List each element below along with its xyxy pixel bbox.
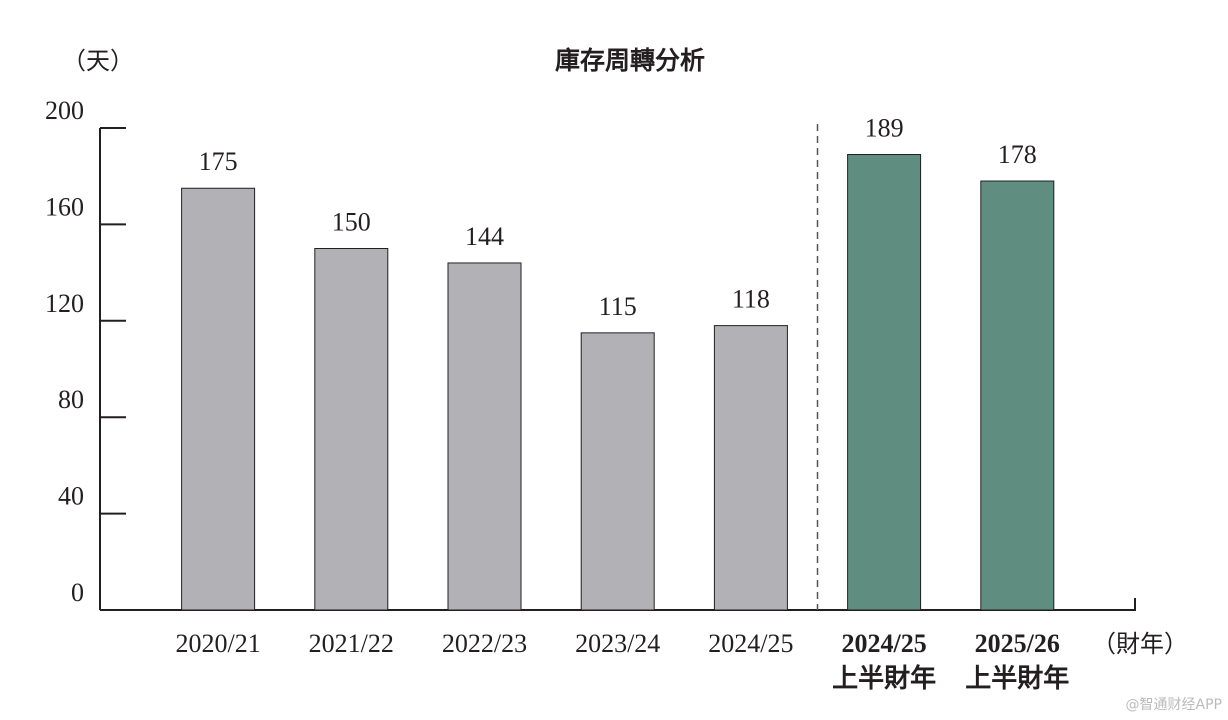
y-axis-label: （天） bbox=[62, 47, 134, 75]
watermark: @智通财经APP bbox=[1126, 697, 1222, 713]
value-label: 118 bbox=[732, 285, 770, 314]
y-tick-label: 0 bbox=[71, 578, 84, 607]
value-label: 150 bbox=[332, 207, 371, 236]
value-label: 144 bbox=[465, 222, 504, 251]
bar bbox=[713, 325, 788, 611]
bar bbox=[847, 154, 922, 611]
x-tick-label: 2024/25 上半財年 bbox=[832, 629, 936, 694]
value-label: 178 bbox=[998, 140, 1037, 169]
x-axis-label: （財年） bbox=[1092, 630, 1188, 658]
bar bbox=[980, 180, 1055, 611]
x-tick-label: 2025/26 上半財年 bbox=[965, 629, 1069, 694]
y-tick-label: 160 bbox=[45, 192, 84, 221]
bar bbox=[580, 332, 655, 611]
x-tick-label: 2021/22 bbox=[309, 629, 394, 658]
bar bbox=[181, 187, 256, 611]
y-tick-label: 80 bbox=[58, 385, 84, 414]
y-tick-label: 200 bbox=[45, 96, 84, 125]
x-tick-label: 2024/25 bbox=[708, 629, 793, 658]
x-tick-label: 2020/21 bbox=[175, 629, 260, 658]
x-tick-label: 2022/23 bbox=[442, 629, 527, 658]
value-label: 115 bbox=[599, 292, 637, 321]
chart-title: 庫存周轉分析 bbox=[555, 46, 705, 75]
y-tick-label: 40 bbox=[58, 482, 84, 511]
value-label: 189 bbox=[865, 113, 904, 142]
y-tick-label: 120 bbox=[45, 289, 84, 318]
value-label: 175 bbox=[199, 147, 238, 176]
bar bbox=[314, 248, 389, 611]
x-tick-label: 2023/24 bbox=[575, 629, 660, 658]
bar bbox=[447, 262, 522, 611]
